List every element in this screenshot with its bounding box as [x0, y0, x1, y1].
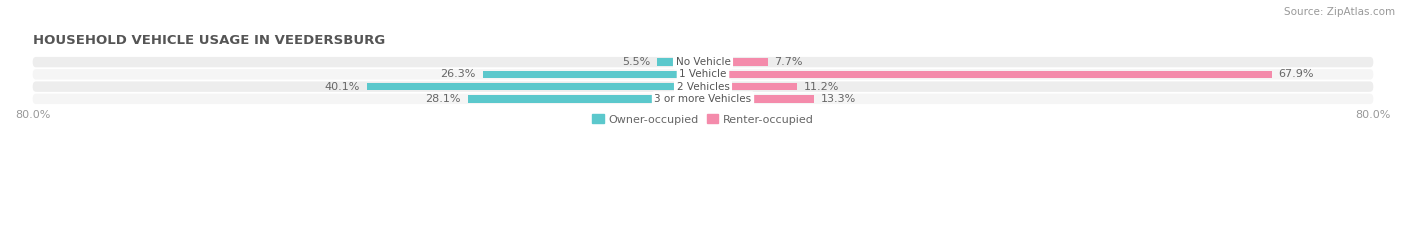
Text: 67.9%: 67.9%	[1278, 69, 1315, 79]
Text: 2 Vehicles: 2 Vehicles	[676, 82, 730, 92]
FancyBboxPatch shape	[32, 81, 1374, 92]
Text: Source: ZipAtlas.com: Source: ZipAtlas.com	[1284, 7, 1395, 17]
FancyBboxPatch shape	[32, 94, 1374, 104]
Text: 26.3%: 26.3%	[440, 69, 477, 79]
Bar	[703, 71, 1272, 78]
Bar	[367, 83, 703, 90]
Bar	[468, 95, 703, 103]
Text: HOUSEHOLD VEHICLE USAGE IN VEEDERSBURG: HOUSEHOLD VEHICLE USAGE IN VEEDERSBURG	[32, 34, 385, 47]
Text: 3 or more Vehicles: 3 or more Vehicles	[654, 94, 752, 104]
Bar	[703, 95, 814, 103]
Text: 7.7%: 7.7%	[775, 57, 803, 67]
Legend: Owner-occupied, Renter-occupied: Owner-occupied, Renter-occupied	[588, 110, 818, 129]
Bar	[657, 58, 703, 66]
Text: 1 Vehicle: 1 Vehicle	[679, 69, 727, 79]
Bar	[703, 58, 768, 66]
Text: 40.1%: 40.1%	[325, 82, 360, 92]
FancyBboxPatch shape	[32, 69, 1374, 80]
Text: No Vehicle: No Vehicle	[675, 57, 731, 67]
Bar	[482, 71, 703, 78]
Text: 5.5%: 5.5%	[621, 57, 650, 67]
Text: 11.2%: 11.2%	[804, 82, 839, 92]
Text: 13.3%: 13.3%	[821, 94, 856, 104]
Bar	[703, 83, 797, 90]
FancyBboxPatch shape	[32, 57, 1374, 67]
Text: 28.1%: 28.1%	[426, 94, 461, 104]
